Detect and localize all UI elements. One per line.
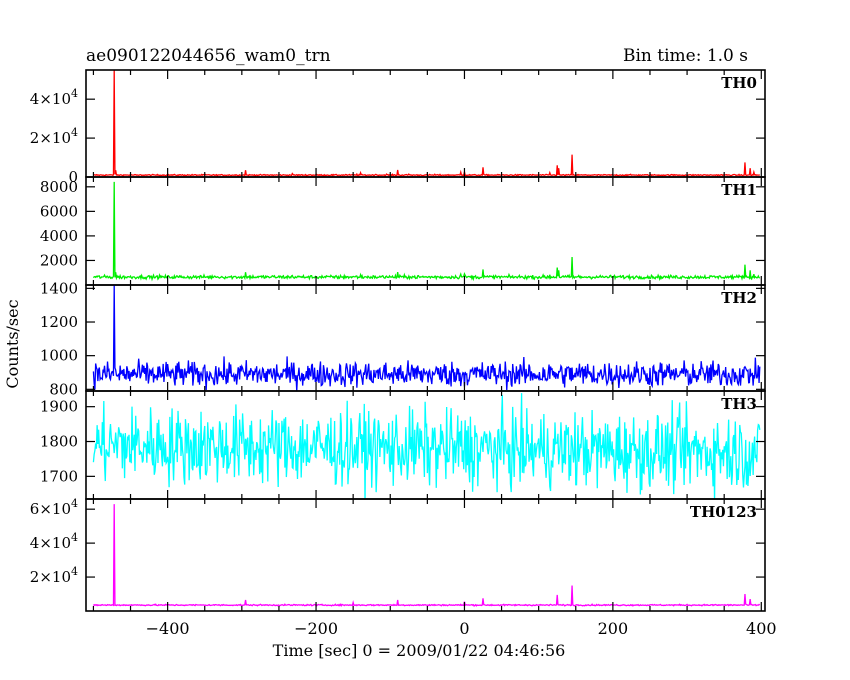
y-tick-label: 1200 bbox=[40, 313, 78, 331]
y-tick-label: 800 bbox=[49, 380, 78, 398]
panel-th2: 800 1000 1200 1400 TH2 bbox=[40, 279, 766, 398]
y-tick-label: 4×104 bbox=[30, 531, 78, 552]
y-tick-label: 2000 bbox=[40, 251, 78, 269]
series-th3 bbox=[92, 393, 761, 499]
x-axis-label: Time [sec] 0 = 2009/01/22 04:46:56 bbox=[273, 641, 566, 660]
y-tick-label: 6×104 bbox=[30, 497, 78, 518]
panel-label: TH2 bbox=[721, 289, 757, 307]
y-tick-label: 6000 bbox=[40, 202, 78, 220]
y-tick-label: 2×104 bbox=[30, 565, 78, 586]
panel-label: TH1 bbox=[721, 181, 757, 199]
panel-label: TH3 bbox=[721, 395, 757, 413]
x-tick-label: −400 bbox=[146, 619, 190, 638]
series-th2 bbox=[92, 285, 761, 391]
x-tick-labels: −400 −200 0 200 400 bbox=[146, 619, 777, 638]
y-axis-label: Counts/sec bbox=[3, 299, 22, 388]
series-th1 bbox=[92, 181, 761, 282]
y-tick-label: 1800 bbox=[40, 433, 78, 451]
panel-frame bbox=[85, 498, 766, 612]
panel-th3: 1700 1800 1900 TH3 bbox=[40, 390, 766, 500]
x-tick-label: 200 bbox=[598, 619, 629, 638]
y-tick-label: 1000 bbox=[40, 347, 78, 365]
panel-label: TH0123 bbox=[690, 503, 757, 521]
panel-th0123: 2×104 4×104 6×104 TH0123 bbox=[30, 497, 766, 612]
y-tick-label: 4×104 bbox=[30, 87, 78, 108]
y-tick-label: 1700 bbox=[40, 467, 78, 485]
panel-th0: 0 2×104 4×104 TH0 bbox=[30, 69, 766, 186]
y-tick-label: 0 bbox=[68, 168, 78, 186]
y-tick-label: 1400 bbox=[40, 279, 78, 297]
x-tick-label: 400 bbox=[746, 619, 777, 638]
chart-title-right: Bin time: 1.0 s bbox=[623, 46, 748, 66]
series-th0123 bbox=[92, 504, 761, 607]
series-th0 bbox=[93, 70, 760, 177]
x-tick-label: 0 bbox=[459, 619, 469, 638]
y-tick-label: 1900 bbox=[40, 398, 78, 416]
panel-label: TH0 bbox=[721, 74, 757, 92]
panels: 0 2×104 4×104 TH0 2000 4000 6000 8000 TH1 800 1000… bbox=[30, 69, 766, 612]
x-tick-label: −200 bbox=[294, 619, 338, 638]
y-tick-label: 2×104 bbox=[30, 126, 78, 147]
panel-frame bbox=[85, 176, 766, 286]
panel-frame bbox=[85, 69, 766, 178]
chart-title-left: ae090122044656_wam0_trn bbox=[86, 46, 331, 66]
y-tick-label: 8000 bbox=[40, 178, 78, 196]
y-tick-label: 4000 bbox=[40, 227, 78, 245]
panel-th1: 2000 4000 6000 8000 TH1 bbox=[40, 176, 766, 286]
